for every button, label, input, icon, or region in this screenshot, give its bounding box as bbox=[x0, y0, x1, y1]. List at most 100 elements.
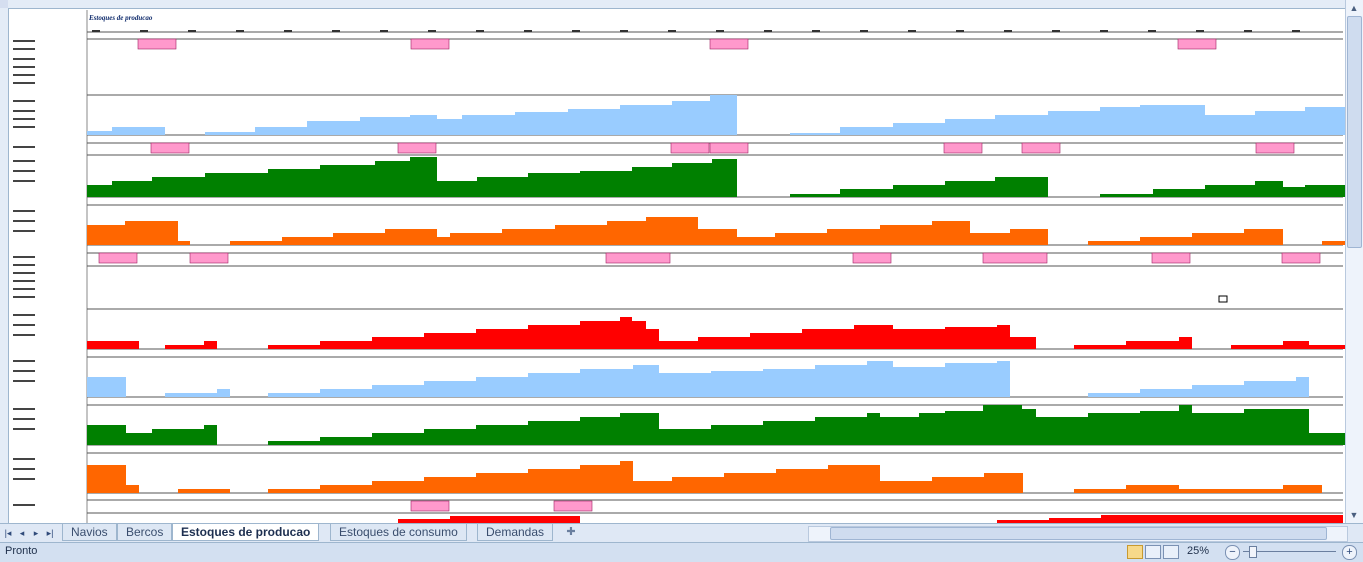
row-label-text bbox=[13, 230, 35, 232]
timeline-tick bbox=[764, 30, 772, 32]
row-label-text bbox=[13, 314, 35, 316]
timeline-tick bbox=[524, 30, 532, 32]
berth-window-label bbox=[410, 38, 450, 50]
zoom-slider-track[interactable] bbox=[1243, 551, 1336, 552]
row-label-text bbox=[13, 48, 35, 50]
timeline-tick bbox=[1196, 30, 1204, 32]
row-label-text bbox=[13, 210, 35, 212]
berth-window-label bbox=[1281, 252, 1321, 264]
row-label-text bbox=[13, 458, 35, 460]
zoom-in-icon[interactable]: + bbox=[1342, 545, 1357, 560]
selected-cell bbox=[1218, 295, 1228, 303]
page-break-view-icon[interactable] bbox=[1163, 545, 1179, 559]
row-header-bar[interactable] bbox=[0, 8, 9, 523]
row-label-text bbox=[13, 256, 35, 258]
select-all-corner[interactable] bbox=[0, 0, 8, 8]
berth-window-label bbox=[1021, 142, 1061, 154]
zoom-out-icon[interactable]: − bbox=[1225, 545, 1240, 560]
row-label-text bbox=[13, 66, 35, 68]
row-label-text bbox=[13, 334, 35, 336]
row-label-text bbox=[13, 170, 35, 172]
row-label-text bbox=[13, 360, 35, 362]
zoom-level[interactable]: 25% bbox=[1187, 545, 1210, 557]
status-text: Pronto bbox=[5, 545, 38, 557]
row-label-text bbox=[13, 288, 35, 290]
row-label-text bbox=[13, 380, 35, 382]
timeline-tick bbox=[1292, 30, 1300, 32]
row-label-text bbox=[13, 40, 35, 42]
scroll-up-icon[interactable]: ▲ bbox=[1349, 3, 1359, 13]
row-label-text bbox=[13, 324, 35, 326]
berth-window-label bbox=[150, 142, 190, 154]
next-sheet-icon[interactable]: ▸ bbox=[33, 528, 39, 538]
timeline-tick bbox=[380, 30, 388, 32]
timeline-tick bbox=[620, 30, 628, 32]
row-label-text bbox=[13, 296, 35, 298]
stock-strip-red bbox=[1049, 518, 1101, 523]
column-header-bar[interactable] bbox=[0, 0, 1345, 9]
timeline-tick bbox=[1100, 30, 1108, 32]
vertical-scroll-thumb[interactable] bbox=[1347, 16, 1362, 248]
row-label-text bbox=[13, 58, 35, 60]
row-label-text bbox=[13, 468, 35, 470]
stock-area-green bbox=[87, 157, 1345, 197]
timeline-tick bbox=[236, 30, 244, 32]
tab-navios[interactable]: Navios bbox=[62, 524, 117, 541]
row-label-text bbox=[13, 428, 35, 430]
tab-estoques-de-consumo[interactable]: Estoques de consumo bbox=[330, 524, 467, 541]
page-layout-view-icon[interactable] bbox=[1145, 545, 1161, 559]
row-label-text bbox=[13, 478, 35, 480]
zoom-slider-thumb[interactable] bbox=[1249, 546, 1257, 558]
row-label-text bbox=[13, 110, 35, 112]
timeline-tick bbox=[1244, 30, 1252, 32]
timeline-tick bbox=[332, 30, 340, 32]
timeline-tick bbox=[1148, 30, 1156, 32]
berth-window-label bbox=[709, 38, 749, 50]
row-label-text bbox=[13, 418, 35, 420]
berth-window-label bbox=[670, 142, 710, 154]
timeline-tick bbox=[476, 30, 484, 32]
berth-window-label bbox=[943, 142, 983, 154]
status-bar bbox=[0, 542, 1363, 562]
worksheet-grid[interactable] bbox=[9, 9, 1345, 523]
row-label-text bbox=[13, 160, 35, 162]
row-label-text bbox=[13, 180, 35, 182]
timeline-tick bbox=[812, 30, 820, 32]
stock-strip-red bbox=[997, 520, 1049, 523]
sheet-title: Estoques de producao bbox=[89, 14, 153, 22]
berth-window-label bbox=[852, 252, 892, 264]
scroll-down-icon[interactable]: ▼ bbox=[1349, 510, 1359, 520]
row-label-text bbox=[13, 408, 35, 410]
berth-window-label bbox=[553, 500, 593, 512]
stock-strip-red bbox=[450, 516, 580, 523]
timeline-tick bbox=[428, 30, 436, 32]
timeline-tick bbox=[140, 30, 148, 32]
timeline-tick bbox=[668, 30, 676, 32]
stock-area-light-blue bbox=[87, 95, 1345, 135]
stock-area-red bbox=[87, 317, 1345, 349]
last-sheet-icon[interactable]: ▸| bbox=[46, 528, 54, 538]
normal-view-icon[interactable] bbox=[1127, 545, 1143, 559]
row-label-text bbox=[13, 370, 35, 372]
stock-area-light-blue-2 bbox=[87, 361, 1345, 397]
timeline-tick bbox=[92, 30, 100, 32]
berth-window-label bbox=[1255, 142, 1295, 154]
tab-demandas[interactable]: Demandas bbox=[477, 524, 554, 541]
tab-bercos[interactable]: Bercos bbox=[117, 524, 173, 541]
row-label-text bbox=[13, 280, 35, 282]
timeline-tick bbox=[572, 30, 580, 32]
timeline-tick bbox=[1004, 30, 1012, 32]
prev-sheet-icon[interactable]: ◂ bbox=[19, 528, 25, 538]
insert-sheet-icon[interactable]: ✚ bbox=[566, 526, 576, 538]
first-sheet-icon[interactable]: |◂ bbox=[4, 528, 12, 538]
timeline-tick bbox=[956, 30, 964, 32]
berth-window-label bbox=[709, 142, 749, 154]
row-label-text bbox=[13, 272, 35, 274]
row-label-text bbox=[13, 100, 35, 102]
timeline-tick bbox=[908, 30, 916, 32]
tab-estoques-de-producao[interactable]: Estoques de producao bbox=[172, 524, 320, 541]
row-label-text bbox=[13, 504, 35, 506]
berth-window-label bbox=[1151, 252, 1191, 264]
berth-window-label bbox=[189, 252, 229, 264]
horizontal-scroll-thumb[interactable] bbox=[830, 527, 1327, 540]
